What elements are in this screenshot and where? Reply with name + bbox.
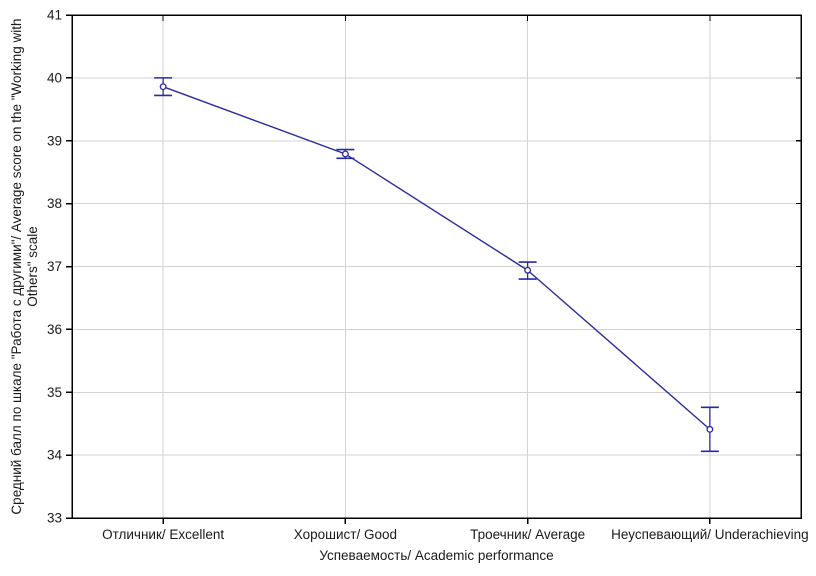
x-axis-title: Успеваемость/ Academic performance bbox=[319, 548, 553, 563]
data-point-marker bbox=[341, 150, 349, 158]
y-tick-label: 41 bbox=[47, 8, 62, 23]
data-point-marker bbox=[524, 266, 532, 274]
series-line bbox=[162, 86, 711, 430]
data-point-marker bbox=[159, 83, 167, 91]
series-layer bbox=[154, 77, 719, 453]
y-tick-label: 38 bbox=[47, 196, 62, 211]
y-tick-label: 37 bbox=[47, 259, 62, 274]
frame-layer bbox=[66, 14, 802, 524]
label-layer: 33 34 35 36 37 38 39 40 41 Отличник/ Excellent Хор… bbox=[9, 8, 809, 564]
y-tick-label: 33 bbox=[47, 511, 62, 526]
y-axis-title: Средний балл по шкале "Работа с другими"… bbox=[9, 18, 24, 514]
data-point-marker bbox=[706, 425, 714, 433]
y-tick-label: 39 bbox=[47, 133, 62, 148]
x-category-label: Неуспевающий/ Underachieving bbox=[611, 527, 808, 542]
x-category-label: Троечник/ Average bbox=[470, 527, 585, 542]
grid-layer bbox=[72, 15, 801, 518]
y-tick-label: 34 bbox=[47, 448, 63, 463]
y-tick-label: 36 bbox=[47, 322, 62, 337]
y-axis-title: Others" scale bbox=[25, 226, 40, 307]
y-tick-label: 35 bbox=[47, 385, 62, 400]
x-category-label: Отличник/ Excellent bbox=[102, 527, 224, 542]
y-tick-label: 40 bbox=[47, 70, 62, 85]
x-category-label: Хорошист/ Good bbox=[294, 527, 397, 542]
